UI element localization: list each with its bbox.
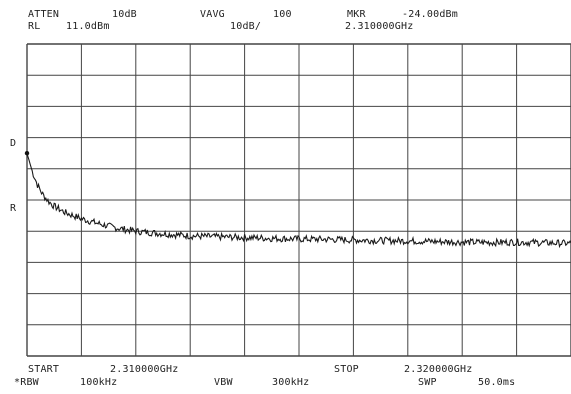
ref-marker: R (10, 203, 17, 214)
vbw-value: 300kHz (272, 377, 310, 388)
start-frequency: 2.310000GHz (110, 364, 179, 375)
sweep-time: 50.0ms (478, 377, 516, 388)
rbw-value: 100kHz (80, 377, 118, 388)
ref-level-value: 11.0dBm (66, 21, 110, 32)
sweep-label: SWP (418, 377, 437, 388)
ref-level-label: RL (28, 21, 41, 32)
marker-frequency: 2.310000GHz (345, 21, 414, 32)
marker-label: MKR (347, 9, 366, 20)
marker-amplitude: -24.00dBm (402, 9, 458, 20)
stop-label: STOP (334, 364, 359, 375)
trace-layer (24, 151, 571, 249)
stop-frequency: 2.320000GHz (404, 364, 473, 375)
marker-point (24, 151, 30, 156)
start-label: START (28, 364, 60, 375)
vavg-label: VAVG (200, 9, 225, 20)
plot-grid (26, 43, 571, 357)
atten-label: ATTEN (28, 9, 60, 20)
rbw-label: *RBW (14, 377, 39, 388)
vbw-label: VBW (214, 377, 233, 388)
spectrum-trace (26, 153, 571, 249)
scale-value: 10dB/ (230, 21, 262, 32)
display-line-marker: D (10, 138, 17, 149)
atten-value: 10dB (112, 9, 137, 20)
vavg-value: 100 (273, 9, 292, 20)
